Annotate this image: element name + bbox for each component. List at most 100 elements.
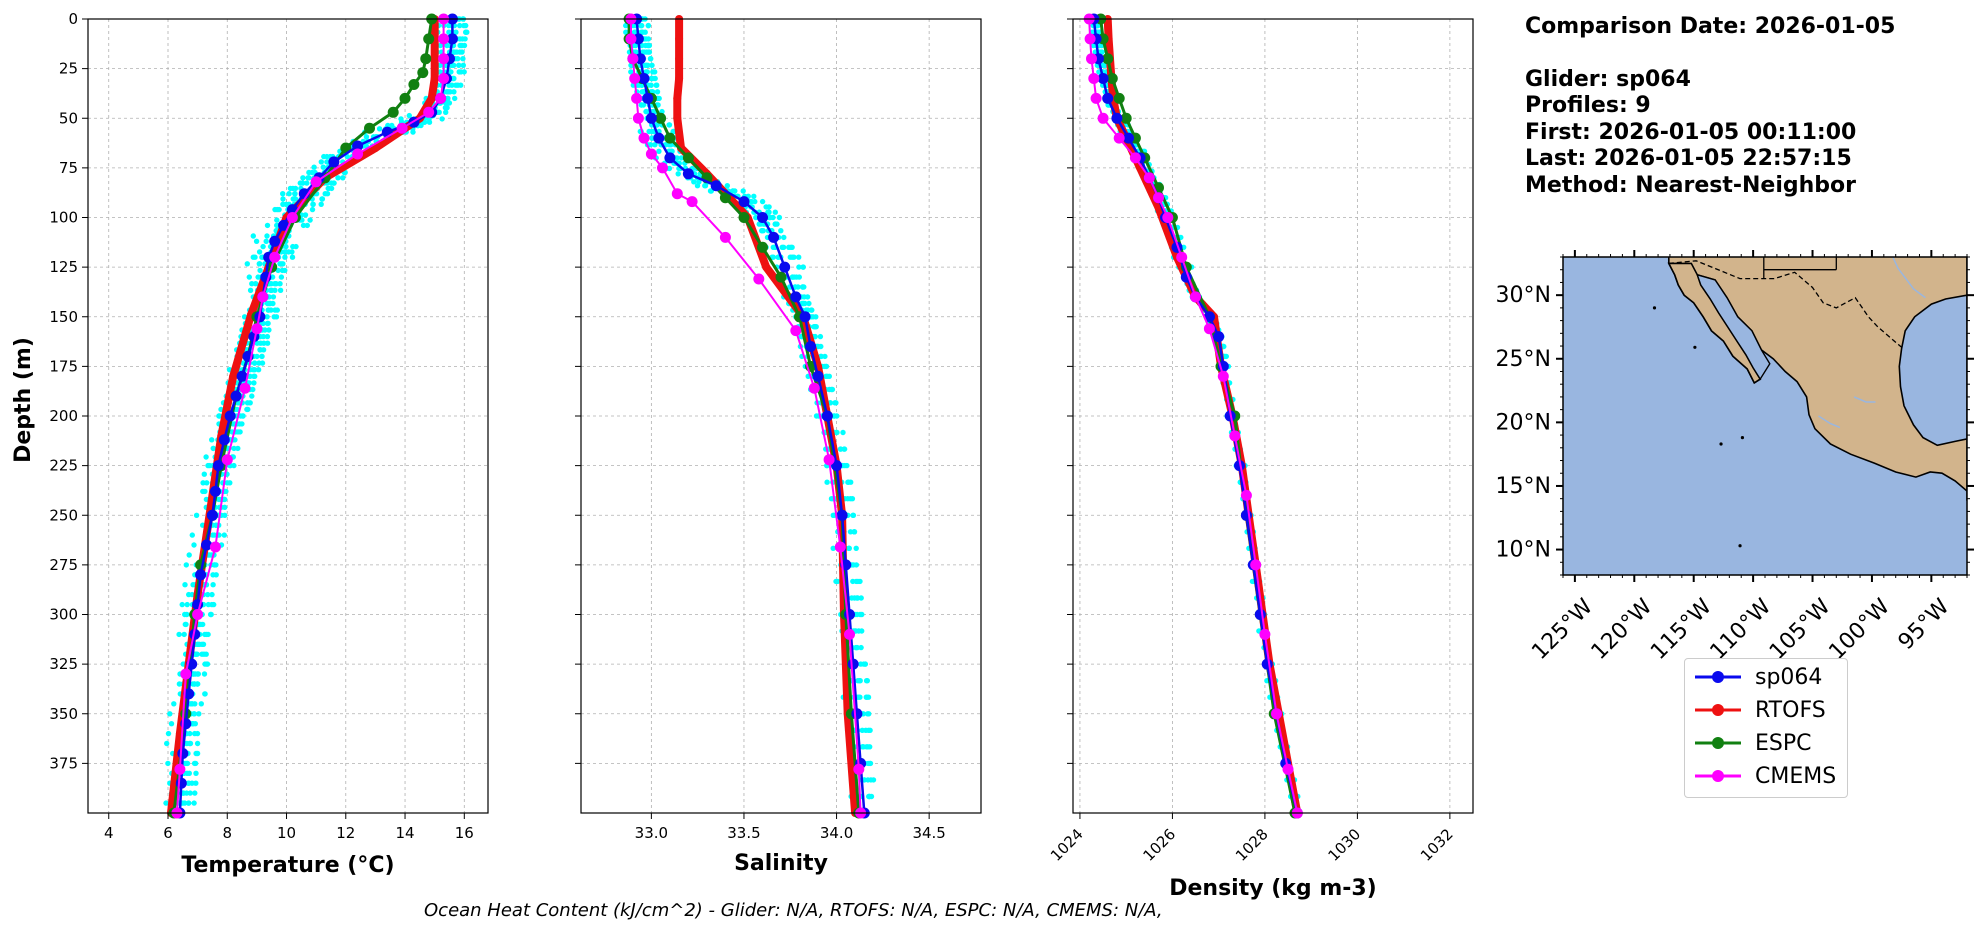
salinity-raw-point	[840, 429, 846, 436]
temperature-raw-point	[184, 611, 190, 618]
temperature-raw-point	[213, 572, 219, 578]
salinity-raw-point	[851, 529, 857, 535]
temperature-raw-point	[186, 552, 192, 558]
salinity-point-rtofs	[675, 34, 684, 43]
salinity-raw-point	[818, 353, 825, 360]
profile-count: Profiles: 9	[1525, 93, 1651, 118]
temperature-raw-point	[201, 671, 208, 677]
temperature-raw-point	[328, 185, 335, 192]
salinity-raw-point	[857, 694, 863, 700]
temperature-raw-point	[186, 770, 192, 776]
temperature-raw-point	[264, 340, 271, 346]
salinity-point-espc	[719, 192, 731, 204]
temperature-raw-point	[167, 711, 173, 717]
salinity-point-espc	[664, 132, 676, 144]
density-point-cmems	[1097, 112, 1109, 124]
density-axis-label: Density (kg m-3)	[1169, 876, 1377, 901]
salinity-point-cmems	[808, 382, 820, 394]
salinity-raw-point	[859, 611, 865, 618]
depth-tick-label: 250	[49, 506, 78, 524]
temperature-point-sp064	[201, 539, 212, 551]
temperature-raw-point	[398, 116, 404, 122]
salinity-tick-label: 34.0	[820, 824, 853, 842]
temperature-raw-point	[253, 281, 259, 287]
density-point-cmems	[1250, 559, 1262, 571]
legend-entry-sp064: sp064	[1693, 662, 1822, 692]
temperature-raw-point	[257, 267, 263, 274]
salinity-point-sp064	[638, 73, 650, 84]
temperature-raw-point	[191, 711, 197, 717]
temperature-tick-label: 10	[277, 824, 296, 842]
temperature-raw-point	[463, 29, 469, 35]
temperature-point-sp064	[236, 370, 248, 382]
salinity-point-sp064	[768, 231, 780, 243]
temperature-raw-point	[184, 601, 190, 608]
salinity-raw-point	[759, 198, 766, 205]
depth-tick-label: 225	[49, 457, 78, 475]
temperature-raw-point	[221, 532, 227, 538]
map-lat-label: 20°N	[1496, 410, 1551, 435]
temperature-raw-point	[209, 601, 215, 608]
temperature-raw-point	[249, 393, 255, 399]
salinity-point-cmems	[645, 148, 657, 160]
temperature-raw-point	[259, 353, 265, 360]
temperature-axes: 0 25 50 75 100 125 150 175 200 225 250 275 300 325 350…	[49, 10, 489, 842]
temperature-raw-point	[446, 100, 453, 106]
salinity-raw-point	[834, 413, 840, 419]
density-tick-label: 1026	[1140, 825, 1180, 865]
map-lon-label: 115°W	[1646, 594, 1717, 665]
location-map: 30°N 25°N 20°N 15°N 10°N 125°W120°W115°W110°W…	[1496, 250, 1974, 665]
salinity-point-sp064	[836, 509, 848, 521]
density-point-sp064	[1261, 658, 1273, 670]
temperature-raw-point	[190, 681, 196, 687]
temperature-raw-point	[293, 243, 299, 250]
salinity-point-sp064	[738, 196, 750, 208]
salinity-raw-point	[846, 545, 852, 551]
salinity-raw-point	[853, 545, 859, 551]
depth-axis-label: Depth (m)	[11, 337, 36, 463]
temperature-point-cmems	[251, 323, 263, 335]
temperature-raw-point	[439, 116, 445, 122]
temperature-point-cmems	[286, 212, 298, 223]
temperature-point-espc	[420, 53, 432, 65]
temperature-raw-point	[250, 233, 256, 239]
salinity-raw-point	[707, 188, 714, 194]
salinity-raw-point	[824, 373, 830, 379]
legend-entry-espc: ESPC	[1693, 728, 1812, 758]
salinity-raw-point	[694, 183, 701, 189]
temperature-raw-point	[256, 249, 263, 255]
temperature-raw-point	[247, 287, 254, 293]
salinity-raw-point	[748, 198, 755, 205]
temperature-raw-point	[184, 740, 190, 747]
temperature-raw-point	[287, 185, 294, 192]
density-point-cmems	[1113, 132, 1125, 144]
temperature-raw-point	[282, 254, 288, 260]
salinity-point-cmems	[790, 325, 802, 337]
depth-tick-label: 100	[49, 209, 78, 227]
salinity-raw-point	[804, 294, 811, 300]
salinity-point-sp064	[790, 291, 802, 303]
temperature-raw-point	[183, 562, 189, 568]
salinity-raw-point	[779, 244, 785, 250]
salinity-raw-point	[824, 479, 830, 485]
map-lon-label: 120°W	[1587, 594, 1658, 665]
temperature-raw-point	[210, 445, 216, 452]
temperature-raw-point	[203, 651, 209, 657]
temperature-raw-point	[363, 134, 370, 140]
salinity-raw-point	[834, 578, 841, 585]
temperature-raw-point	[300, 222, 307, 229]
temperature-raw-point	[202, 488, 208, 495]
salinity-raw-point	[859, 628, 865, 634]
temperature-raw-point	[318, 201, 324, 207]
temperature-raw-point	[311, 164, 317, 170]
salinity-raw-point	[632, 29, 638, 35]
legend: sp064 RTOFS ESPC CMEMS	[1684, 658, 1848, 798]
temperature-raw-point	[274, 307, 280, 313]
temperature-raw-point	[204, 661, 210, 667]
salinity-point-cmems	[719, 231, 731, 243]
salinity-raw-point	[639, 22, 645, 29]
temperature-raw-point	[286, 191, 292, 197]
temperature-raw-point	[443, 109, 449, 116]
map-island	[1719, 442, 1723, 446]
temperature-raw-point	[190, 721, 196, 727]
